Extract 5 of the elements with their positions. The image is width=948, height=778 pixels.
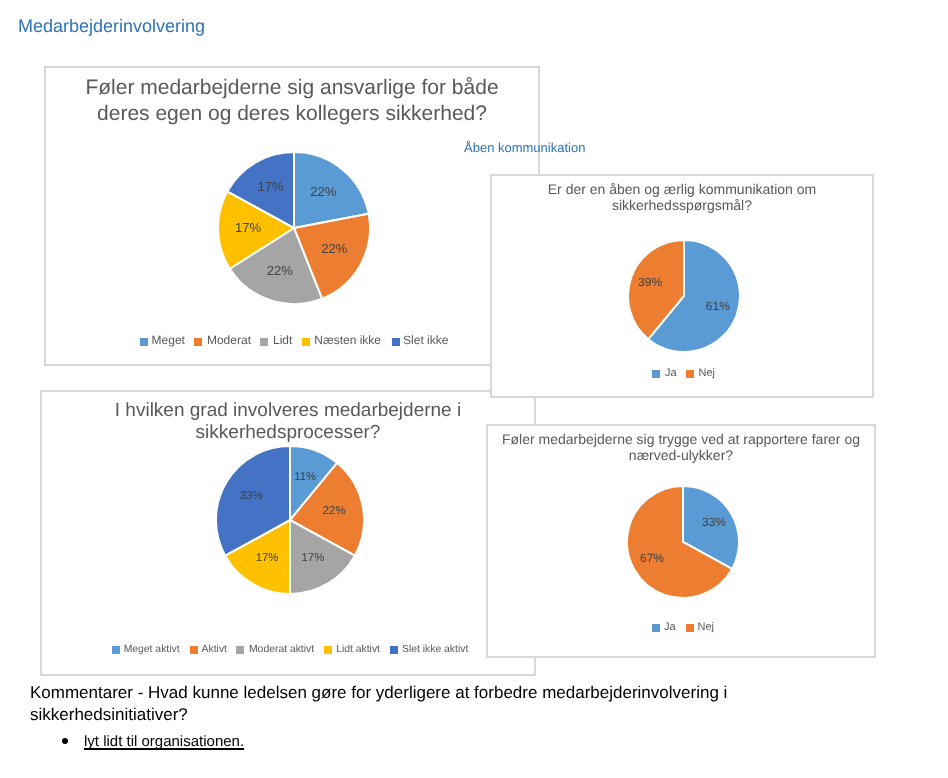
chart-title: Føler medarbejderne sig ansvarlige for både deres egen og deres kollegers sikkerhed? xyxy=(83,76,501,127)
text: Kommentarer - Hvad kunne ledelsen gøre for yderligere at forbedre medarbejderinvolvering i sikkerhedsinitiativer? xyxy=(30,682,730,725)
text: Medarbejderinvolvering xyxy=(18,16,206,36)
pie-slice xyxy=(626,485,734,599)
chart-title: I hvilken grad involveres medarbejderne i sikkerhedsprocesser? xyxy=(114,400,462,445)
